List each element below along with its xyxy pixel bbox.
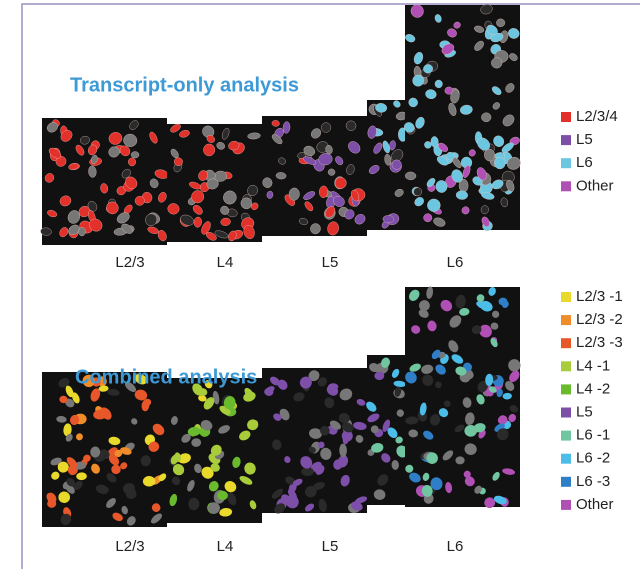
legend-swatch — [561, 361, 571, 371]
legend-swatch — [561, 454, 571, 464]
cell — [497, 428, 509, 440]
legend-label: L4 -1 — [576, 357, 610, 374]
legend-label: L2/3 -2 — [576, 311, 623, 328]
legend-swatch — [561, 158, 571, 168]
micrograph — [40, 2, 522, 245]
legend-label: Other — [576, 177, 614, 194]
cell — [203, 144, 215, 156]
layer-label: L5 — [322, 538, 339, 555]
layer-label: L4 — [217, 254, 234, 271]
legend-swatch — [561, 431, 571, 441]
cell — [131, 152, 139, 159]
cell — [135, 196, 145, 205]
legend-swatch — [561, 315, 571, 325]
legend-swatch — [561, 135, 571, 145]
legend-label: L6 -1 — [576, 427, 610, 444]
layer-label: L6 — [447, 254, 464, 271]
legend-swatch — [561, 408, 571, 418]
layer-label: L6 — [447, 538, 464, 555]
layer-label: L5 — [322, 254, 339, 271]
legend-label: Other — [576, 496, 614, 513]
legend-swatch — [561, 338, 571, 348]
legend-label: L5 — [576, 131, 593, 148]
panel-title: Transcript-only analysis — [70, 74, 299, 96]
layer-label: L2/3 — [115, 538, 144, 555]
legend-swatch — [561, 112, 571, 122]
legend-label: L4 -2 — [576, 380, 610, 397]
legend-swatch — [561, 477, 571, 487]
micrograph — [42, 286, 523, 527]
legend-label: L2/3 -3 — [576, 334, 623, 351]
figure: Transcript-only analysis L2/3 L4 L5 L6 L2/3/4… — [0, 0, 640, 569]
cell — [455, 456, 464, 464]
legend-swatch — [561, 181, 571, 191]
legend-label: L6 -3 — [576, 473, 610, 490]
legend-swatch — [561, 384, 571, 394]
cell — [128, 158, 136, 167]
layer-label: L4 — [217, 538, 234, 555]
legend-label: L6 -2 — [576, 450, 610, 467]
legend-swatch — [561, 500, 571, 510]
legend-swatch — [561, 292, 571, 302]
legend-label: L5 — [576, 403, 593, 420]
panel-title: Combined analysis — [75, 366, 257, 388]
legend-label: L6 — [576, 154, 593, 171]
legend-label: L2/3/4 — [576, 108, 618, 125]
cell — [435, 80, 443, 89]
layer-label: L2/3 — [115, 254, 144, 271]
legend-label: L2/3 -1 — [576, 288, 623, 305]
